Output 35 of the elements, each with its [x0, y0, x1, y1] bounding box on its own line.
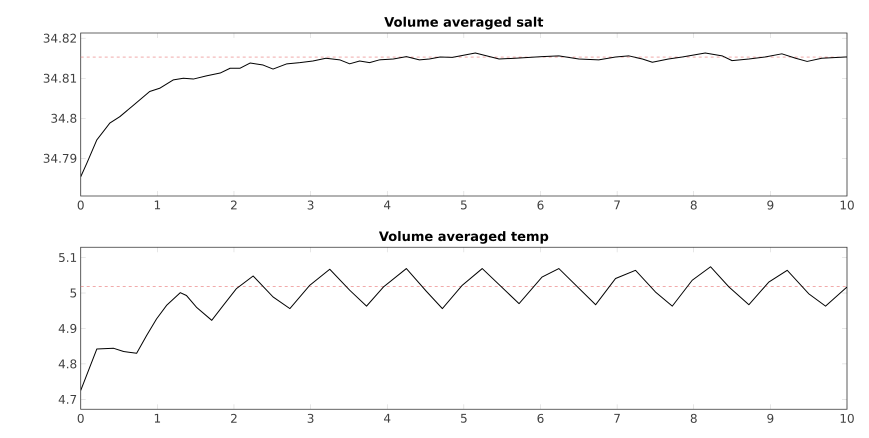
y-tick-label: 4.8 — [58, 359, 76, 368]
x-tick-label: 6 — [538, 414, 544, 423]
chart-title: Volume averaged temp — [378, 231, 548, 244]
x-tick-label: 10 — [840, 200, 854, 210]
x-tick-label: 8 — [690, 414, 697, 423]
x-tick-label: 5 — [460, 414, 467, 423]
x-tick-label: 10 — [840, 414, 854, 423]
y-tick-label: 4.7 — [58, 394, 76, 404]
x-tick-label: 3 — [308, 414, 314, 423]
chart-title: Volume averaged salt — [384, 16, 544, 30]
x-tick-label: 7 — [614, 200, 620, 210]
x-tick-label: 3 — [308, 200, 314, 210]
x-tick-label: 4 — [384, 414, 390, 423]
x-tick-label: 2 — [231, 200, 237, 210]
x-tick-label: 0 — [78, 414, 84, 423]
x-tick-label: 6 — [538, 200, 544, 210]
x-tick-label: 1 — [154, 414, 160, 423]
x-tick-label: 1 — [154, 200, 160, 210]
y-tick-label: 34.8 — [51, 114, 76, 123]
x-tick-label: 9 — [767, 414, 774, 423]
y-tick-label: 4.9 — [58, 324, 76, 334]
x-tick-label: 9 — [767, 200, 774, 210]
y-tick-label: 5.1 — [59, 253, 76, 262]
x-tick-label: 4 — [384, 200, 390, 210]
x-tick-label: 8 — [690, 200, 697, 210]
line-series — [80, 266, 847, 391]
y-tick-label: 34.79 — [44, 154, 76, 163]
y-tick-label: 5 — [70, 288, 76, 298]
line-series — [80, 52, 847, 178]
y-tick-label: 34.82 — [44, 34, 76, 43]
y-tick-label: 34.81 — [44, 74, 76, 83]
x-tick-label: 0 — [78, 200, 84, 210]
x-tick-label: 5 — [460, 200, 467, 210]
x-tick-label: 7 — [614, 414, 620, 423]
x-tick-label: 2 — [231, 414, 237, 423]
